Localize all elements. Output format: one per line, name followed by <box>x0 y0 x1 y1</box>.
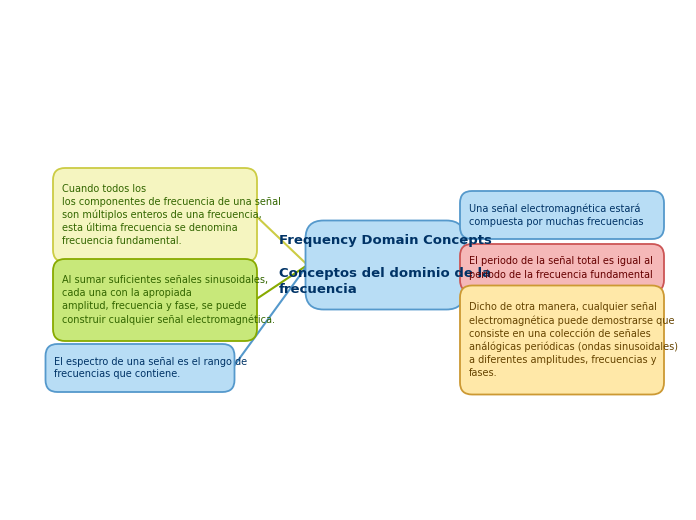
FancyBboxPatch shape <box>53 259 257 341</box>
Text: Frequency Domain Concepts

Conceptos del dominio de la
frecuencia: Frequency Domain Concepts Conceptos del … <box>278 234 491 296</box>
Text: El periodo de la señal total es igual al
período de la frecuencia fundamental: El periodo de la señal total es igual al… <box>469 256 653 280</box>
FancyBboxPatch shape <box>53 168 257 262</box>
Text: El espectro de una señal es el rango de
frecuencias que contiene.: El espectro de una señal es el rango de … <box>54 357 248 380</box>
Text: Una señal electromagnética estará
compuesta por muchas frecuencias: Una señal electromagnética estará compue… <box>469 203 644 227</box>
FancyBboxPatch shape <box>460 244 664 292</box>
FancyBboxPatch shape <box>460 191 664 239</box>
Text: Cuando todos los
los componentes de frecuencia de una señal
son múltiplos entero: Cuando todos los los componentes de frec… <box>62 184 281 246</box>
Text: Dicho de otra manera, cualquier señal
electromagnética puede demostrarse que
con: Dicho de otra manera, cualquier señal el… <box>469 302 678 378</box>
FancyBboxPatch shape <box>460 285 664 395</box>
Text: Al sumar suficientes señales sinusoidales,
cada una con la apropiada
amplitud, f: Al sumar suficientes señales sinusoidale… <box>62 276 275 324</box>
FancyBboxPatch shape <box>45 344 235 392</box>
FancyBboxPatch shape <box>306 220 464 309</box>
